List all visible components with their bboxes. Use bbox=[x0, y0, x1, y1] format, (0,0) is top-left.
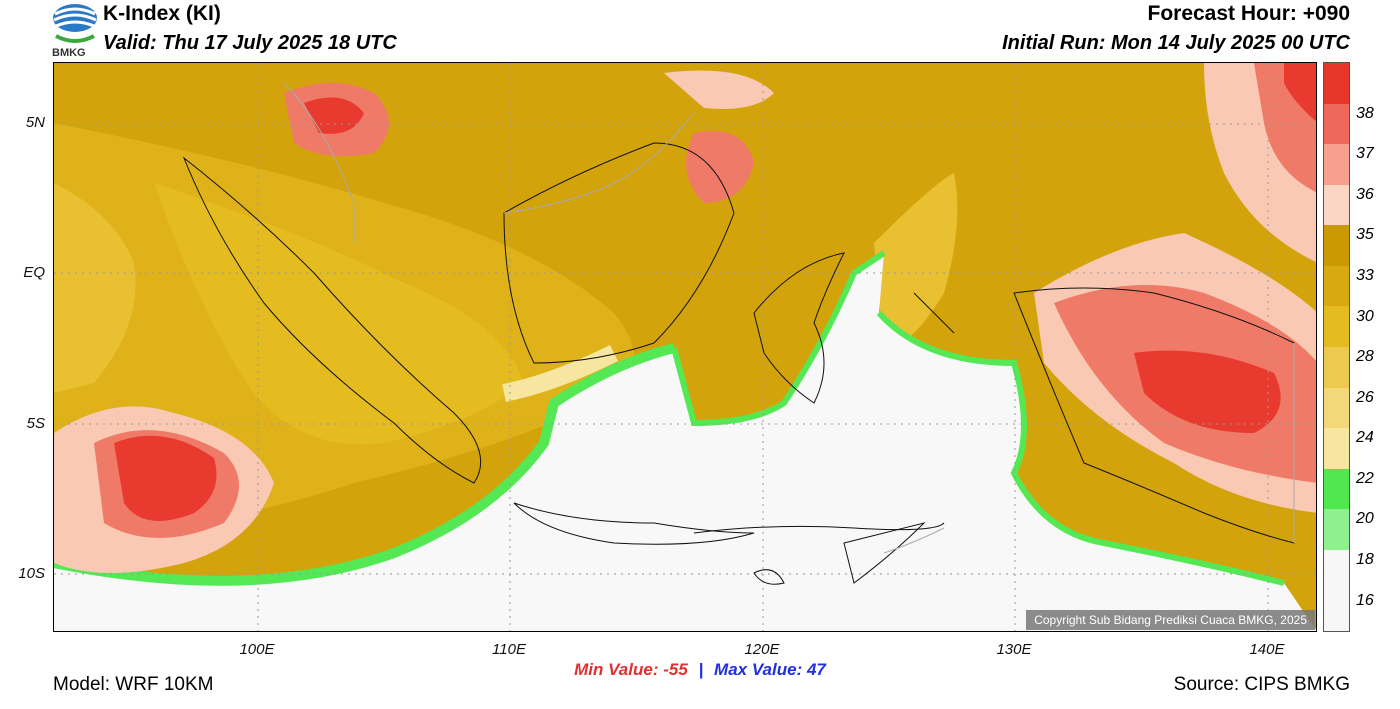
copyright-note: Copyright Sub Bidang Prediksi Cuaca BMKG… bbox=[1026, 610, 1315, 630]
colorbar-label-38: 38 bbox=[1356, 104, 1374, 122]
field-green-rim-east bbox=[876, 310, 1285, 586]
max-label: Max Value: bbox=[714, 660, 803, 679]
min-value: -55 bbox=[663, 660, 688, 679]
field-sulawesi-yellow bbox=[874, 173, 958, 353]
logo-text: BMKG bbox=[52, 47, 86, 59]
colorbar-cell-20 bbox=[1324, 468, 1349, 510]
lon-label-120e: 120E bbox=[744, 641, 780, 658]
field-pale-rim bbox=[502, 344, 619, 402]
colorbar-cell-30 bbox=[1324, 265, 1349, 307]
coast-papua bbox=[1013, 287, 1295, 544]
borders bbox=[283, 82, 1295, 554]
colorbar-cell-38 bbox=[1324, 63, 1349, 104]
k-index-map bbox=[53, 62, 1317, 632]
field-malay-red bbox=[304, 97, 364, 134]
lat-label-eq: EQ bbox=[23, 264, 45, 281]
colorbar-label-36: 36 bbox=[1356, 185, 1374, 203]
colorbar-cell-33 bbox=[1324, 225, 1349, 266]
colorbar-label-30: 30 bbox=[1356, 307, 1374, 325]
coast-java bbox=[513, 502, 755, 545]
lon-label-140e: 140E bbox=[1249, 641, 1285, 658]
coast-kalimantan bbox=[503, 142, 735, 364]
colorbar bbox=[1323, 62, 1350, 632]
colorbar-label-18: 18 bbox=[1356, 551, 1374, 569]
valid-time: Valid: Thu 17 July 2025 18 UTC bbox=[103, 32, 397, 54]
coast-sumatra bbox=[182, 156, 482, 484]
coast-halmahera bbox=[913, 292, 955, 334]
field-borneo-pink bbox=[664, 70, 774, 109]
field-green-rim-west bbox=[54, 343, 676, 586]
colorbar-cell-26 bbox=[1324, 347, 1349, 388]
model-name: Model: WRF 10KM bbox=[53, 674, 214, 695]
field-borneo-salmon bbox=[686, 131, 754, 203]
map-title: K-Index (KI) bbox=[103, 2, 221, 25]
lat-label-5s: 5S bbox=[26, 415, 45, 432]
colorbar-cell-16 bbox=[1324, 549, 1349, 631]
coast-nusa-tenggara bbox=[693, 522, 945, 534]
colorbar-label-28: 28 bbox=[1356, 348, 1374, 366]
colorbar-label-26: 26 bbox=[1356, 388, 1374, 406]
colorbar-label-24: 24 bbox=[1356, 429, 1374, 447]
field-pacific-red bbox=[1284, 63, 1316, 122]
colorbar-cell-28 bbox=[1324, 306, 1349, 347]
field-papua-red bbox=[1134, 350, 1281, 433]
colorbar-label-37: 37 bbox=[1356, 145, 1374, 163]
colorbar-label-33: 33 bbox=[1356, 267, 1374, 285]
field-yellow-core bbox=[154, 183, 524, 445]
min-max-separator: | bbox=[698, 660, 704, 679]
colorbar-cell-36 bbox=[1324, 144, 1349, 185]
lat-label-5n: 5N bbox=[25, 114, 45, 131]
min-label: Min Value: bbox=[574, 660, 659, 679]
colorbar-label-35: 35 bbox=[1356, 226, 1374, 244]
map-canvas bbox=[54, 63, 1316, 631]
colorbar-cell-35 bbox=[1324, 184, 1349, 226]
coast-sumba bbox=[753, 569, 785, 585]
initial-run: Initial Run: Mon 14 July 2025 00 UTC bbox=[1002, 32, 1350, 54]
field-west-yellow bbox=[54, 183, 136, 393]
field-green-rim-central bbox=[671, 250, 886, 427]
lat-label-10s: 10S bbox=[18, 565, 45, 582]
coast-sulawesi bbox=[753, 252, 845, 404]
colorbar-cell-24 bbox=[1324, 387, 1349, 429]
coast-timor bbox=[843, 522, 926, 584]
data-source: Source: CIPS BMKG bbox=[1173, 674, 1350, 695]
colorbar-cell-22 bbox=[1324, 428, 1349, 469]
lon-label-100e: 100E bbox=[239, 641, 275, 658]
gridlines bbox=[54, 63, 1316, 631]
colorbar-label-22: 22 bbox=[1356, 469, 1374, 487]
colorbar-label-20: 20 bbox=[1356, 510, 1374, 528]
colorbar-label-16: 16 bbox=[1356, 591, 1374, 609]
colorbar-cell-18 bbox=[1324, 509, 1349, 550]
field-southwest-red bbox=[114, 435, 217, 521]
min-max-values: Min Value: -55 | Max Value: 47 bbox=[0, 660, 1400, 680]
max-value: 47 bbox=[806, 660, 826, 679]
bmkg-logo bbox=[50, 2, 100, 60]
forecast-hour: Forecast Hour: +090 bbox=[1147, 2, 1351, 25]
field-low-area bbox=[54, 253, 1316, 631]
lon-label-130e: 130E bbox=[996, 641, 1032, 658]
coastlines bbox=[182, 142, 1295, 585]
lon-label-110e: 110E bbox=[492, 641, 526, 658]
colorbar-cell-37 bbox=[1324, 103, 1349, 145]
